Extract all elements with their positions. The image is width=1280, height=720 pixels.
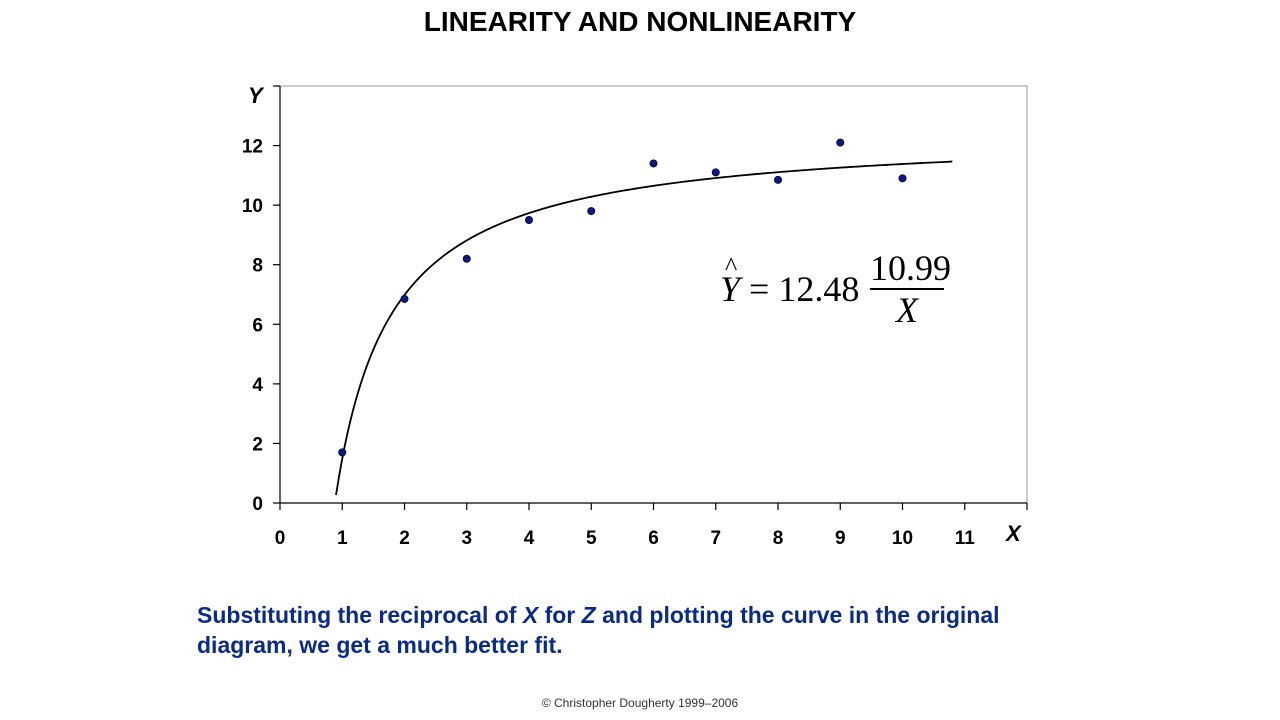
data-point (338, 448, 347, 457)
data-point (462, 254, 471, 263)
data-point (525, 216, 534, 225)
equation-lhs: ^ Y = 12.48 − (720, 252, 889, 310)
x-tick-label: 6 (648, 528, 659, 549)
x-tick-label: 5 (586, 528, 597, 549)
x-axis: 0 1 2 3 4 5 6 7 8 9 10 11 (275, 502, 1028, 549)
equation-y-var: Y (720, 269, 741, 309)
y-tick-label: 4 (252, 375, 263, 396)
equation-numerator: 10.99 (870, 248, 951, 288)
data-point (649, 159, 658, 168)
x-tick-label: 1 (337, 528, 348, 549)
y-axis-title: Y (248, 83, 265, 108)
copyright-notice: © Christopher Dougherty 1999–2006 (541, 696, 739, 710)
caption-var-z: Z (581, 602, 596, 628)
y-tick-label: 2 (252, 434, 263, 455)
x-axis-title: X (1004, 521, 1022, 546)
x-tick-label: 3 (461, 528, 472, 549)
x-tick-label: 0 (275, 528, 286, 549)
data-points (338, 138, 907, 457)
x-tick-label: 7 (710, 528, 721, 549)
slide-title: LINEARITY AND NONLINEARITY (423, 6, 857, 37)
y-tick-label: 0 (252, 494, 263, 515)
y-tick-label: 6 (252, 315, 263, 336)
slide-caption: Substituting the reciprocal of X for Z a… (197, 600, 1097, 660)
y-axis: 0 2 4 6 8 10 12 (242, 85, 281, 515)
fitted-curve-line (335, 160, 953, 496)
x-tick-label: 2 (399, 528, 410, 549)
equation-denominator: X (896, 290, 918, 330)
caption-part-2: for (538, 602, 582, 628)
caption-part-3: and plotting the curve in the original d… (197, 602, 1000, 658)
data-point (711, 168, 720, 177)
equation-fraction: 10.99 X (870, 248, 951, 330)
x-tick-label: 11 (955, 528, 976, 549)
x-tick-label: 4 (524, 528, 535, 549)
hat-symbol: ^ (725, 252, 738, 281)
x-tick-label: 10 (892, 528, 913, 549)
fit-curve (335, 160, 953, 496)
caption-var-x: X (522, 602, 539, 628)
data-point (836, 138, 845, 147)
data-point (898, 174, 907, 183)
data-point (587, 207, 596, 216)
fraction-bar (870, 288, 944, 290)
regression-equation: ^ Y = 12.48 − 10.99 X (720, 248, 960, 330)
x-tick-label: 9 (835, 528, 846, 549)
equation-constant: = 12.48 − (749, 269, 889, 309)
x-tick-label: 8 (773, 528, 784, 549)
caption-part-1: Substituting the reciprocal of (197, 602, 523, 628)
y-tick-label: 8 (252, 256, 263, 277)
y-tick-label: 12 (242, 137, 263, 158)
data-point (774, 175, 783, 184)
y-tick-label: 10 (242, 196, 263, 217)
equation-y-hat: ^ Y (720, 252, 741, 310)
data-point (400, 294, 409, 303)
